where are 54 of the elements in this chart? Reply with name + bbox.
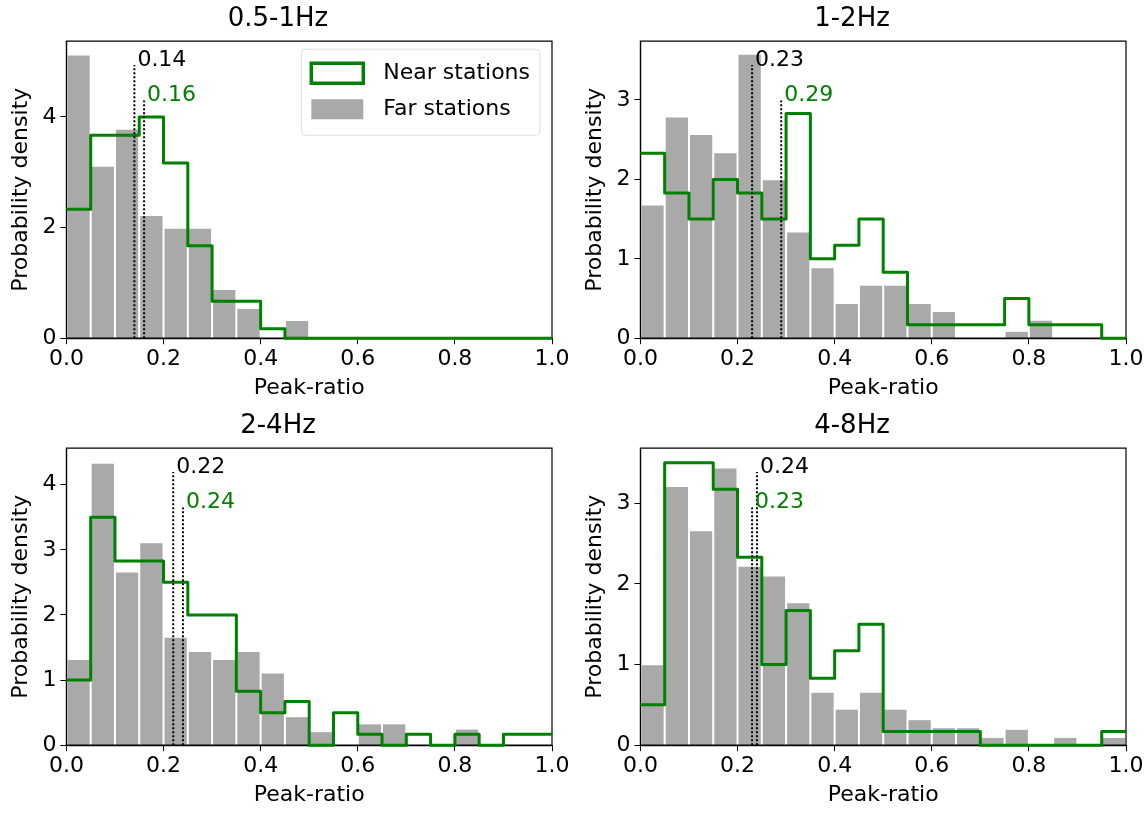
ref-line-label: 0.23 (755, 488, 805, 514)
chart-title: 4-8Hz (814, 409, 890, 440)
y-tick-label: 4 (42, 470, 57, 496)
y-tick-label: 1 (616, 244, 631, 270)
y-tick-label: 3 (42, 535, 57, 561)
ref-line-label: 0.14 (137, 45, 187, 71)
y-tick-label: 3 (616, 85, 631, 111)
legend-label: Far stations (383, 94, 511, 120)
x-tick-label: 0.8 (1011, 345, 1047, 371)
x-axis-title: Peak-ratio (827, 780, 939, 806)
ref-line-label: 0.23 (755, 45, 805, 71)
x-tick-label: 0.6 (914, 345, 950, 371)
ref-line-label: 0.24 (759, 452, 809, 478)
x-tick-label: 0.8 (437, 752, 473, 778)
y-tick-label: 1 (616, 650, 631, 676)
x-tick-label: 1.0 (534, 345, 570, 371)
y-axis-title: Probability density (6, 494, 32, 699)
y-tick-label: 2 (42, 213, 57, 239)
ref-line-label: 0.29 (784, 81, 834, 107)
x-tick-label: 1.0 (1108, 752, 1144, 778)
x-tick-label: 1.0 (1108, 345, 1144, 371)
x-tick-label: 0.4 (243, 345, 279, 371)
x-tick-label: 0.4 (243, 752, 279, 778)
x-tick-label: 0.2 (146, 345, 182, 371)
ref-line-label: 0.24 (185, 488, 235, 514)
y-tick-label: 4 (42, 102, 57, 128)
x-tick-label: 0.6 (340, 752, 376, 778)
ref-line-label: 0.16 (147, 81, 197, 107)
chart-title: 2-4Hz (240, 409, 316, 440)
x-tick-label: 1.0 (534, 752, 570, 778)
y-axis-title: Probability density (6, 87, 32, 292)
chart-title: 0.5-1Hz (227, 2, 329, 33)
y-tick-label: 1 (42, 665, 57, 691)
x-tick-label: 0.4 (817, 345, 853, 371)
x-tick-label: 0.2 (720, 752, 756, 778)
x-tick-label: 0.8 (437, 345, 473, 371)
y-axis-title: Probability density (580, 494, 606, 699)
x-axis-title: Peak-ratio (253, 780, 365, 806)
chart-title: 1-2Hz (814, 2, 890, 33)
x-tick-label: 0.2 (146, 752, 182, 778)
x-tick-label: 0.6 (340, 345, 376, 371)
x-tick-label: 0.6 (914, 752, 950, 778)
y-tick-label: 2 (616, 165, 631, 191)
legend-label: Near stations (383, 58, 530, 84)
x-tick-label: 0.2 (720, 345, 756, 371)
y-tick-label: 2 (616, 569, 631, 595)
x-axis-title: Peak-ratio (253, 373, 365, 399)
y-tick-label: 3 (616, 488, 631, 514)
x-axis-title: Peak-ratio (827, 373, 939, 399)
x-tick-label: 0.4 (817, 752, 853, 778)
ref-line-label: 0.22 (176, 452, 226, 478)
y-axis-title: Probability density (580, 87, 606, 292)
x-tick-label: 0.8 (1011, 752, 1047, 778)
y-tick-label: 2 (42, 600, 57, 626)
